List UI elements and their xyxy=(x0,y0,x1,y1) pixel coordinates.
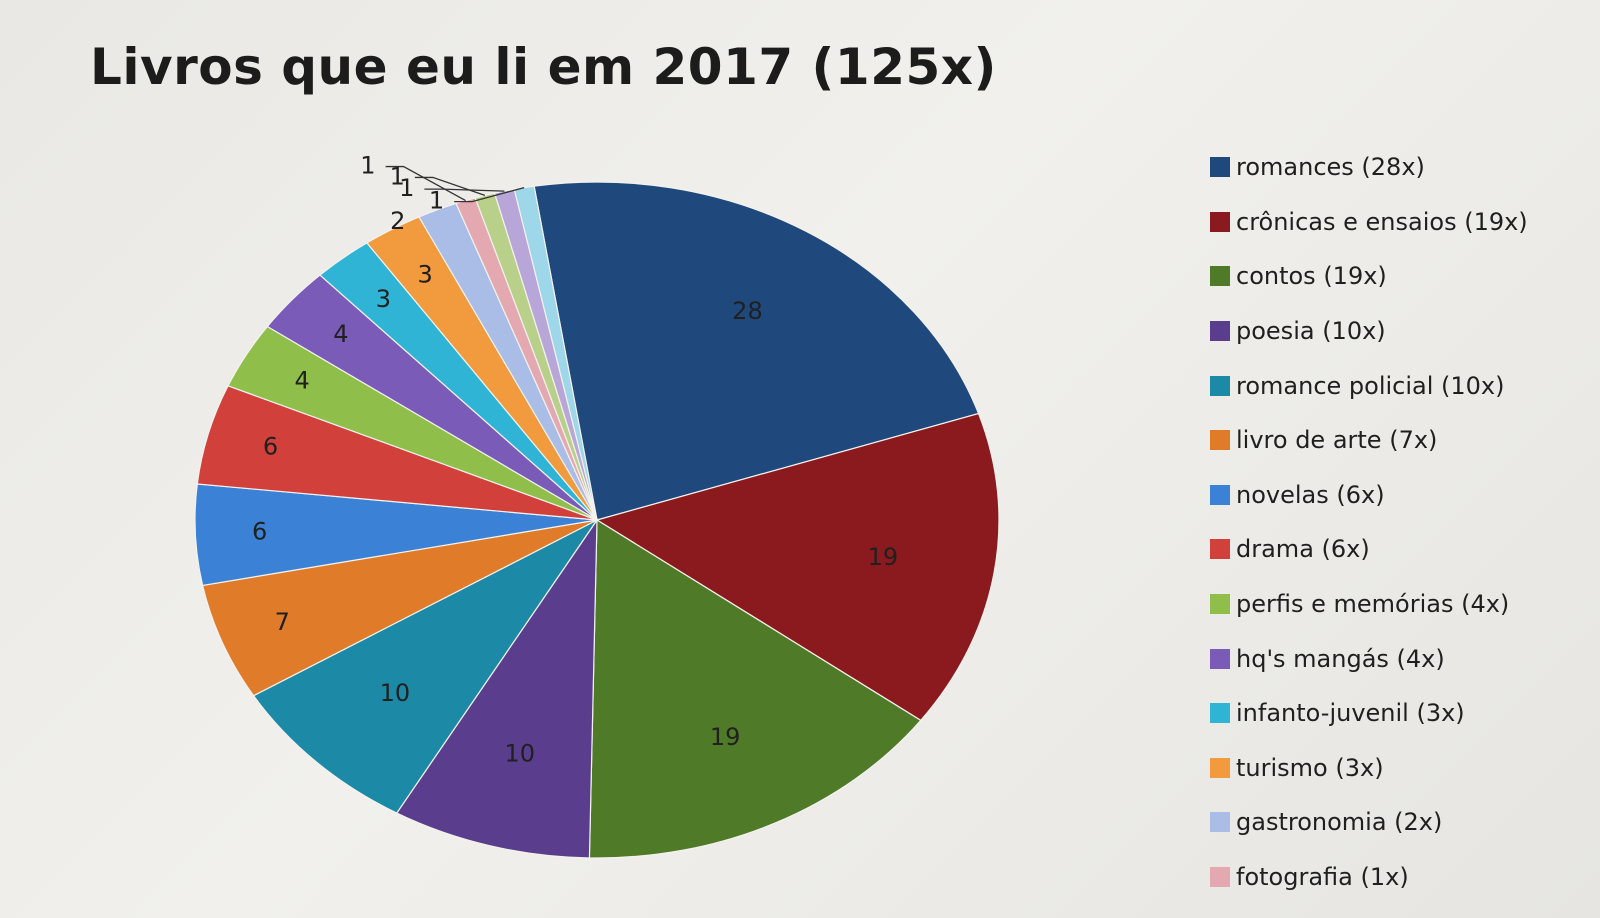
legend-entry: novelas (6x) xyxy=(1210,468,1590,523)
legend-entry: hq's mangás (4x) xyxy=(1210,631,1590,686)
legend-entry: perfis e memórias (4x) xyxy=(1210,577,1590,632)
legend-swatch xyxy=(1210,211,1230,232)
legend-label: turismo (3x) xyxy=(1236,753,1384,782)
legend-entry: turismo (3x) xyxy=(1210,741,1590,796)
legend-entry: romance policial (10x) xyxy=(1210,358,1590,413)
legend-label: infanto-juvenil (3x) xyxy=(1236,699,1465,728)
legend-swatch xyxy=(1210,539,1230,560)
slice-value-label: 19 xyxy=(868,543,899,571)
legend-label: drama (6x) xyxy=(1236,535,1370,564)
slice-leader-line xyxy=(424,188,505,192)
legend-label: poesia (10x) xyxy=(1236,317,1386,346)
slice-value-label: 28 xyxy=(732,297,763,325)
slice-value-label: 4 xyxy=(333,320,348,348)
pie-slice-2 xyxy=(595,412,1000,722)
legend-label: novelas (6x) xyxy=(1236,480,1385,509)
legend-label: gastronomia (2x) xyxy=(1236,808,1443,837)
chart-legend: romances (28x) crônicas e ensaios (19x) co… xyxy=(1210,140,1590,904)
legend-swatch xyxy=(1210,703,1230,724)
pie-slice-5 xyxy=(252,519,598,814)
legend-swatch xyxy=(1210,594,1230,615)
slice-value-label: 3 xyxy=(417,261,432,289)
slice-value-label: 6 xyxy=(263,433,278,461)
pie-slice-6 xyxy=(201,519,598,697)
legend-entry: crônicas e ensaios (19x) xyxy=(1210,195,1590,250)
pie-slice-1 xyxy=(533,181,980,521)
legend-swatch xyxy=(1210,430,1230,451)
legend-label: hq's mangás (4x) xyxy=(1236,644,1445,673)
slice-value-label: 1 xyxy=(429,187,444,215)
slice-value-label: 1 xyxy=(390,162,405,190)
legend-entry: poesia (10x) xyxy=(1210,304,1590,359)
slice-value-label: 1 xyxy=(399,174,414,202)
slice-value-label: 3 xyxy=(376,285,391,313)
chart-title: Livros que eu li em 2017 (125x) xyxy=(90,38,997,96)
legend-entry: romances (28x) xyxy=(1210,140,1590,195)
legend-swatch xyxy=(1210,321,1230,342)
slice-value-label: 10 xyxy=(504,740,535,768)
legend-label: romances (28x) xyxy=(1236,153,1425,182)
legend-entry: contos (19x) xyxy=(1210,249,1590,304)
slice-value-label: 7 xyxy=(275,608,290,636)
slice-value-label: 4 xyxy=(294,367,309,395)
legend-swatch xyxy=(1210,484,1230,505)
slice-value-label: 6 xyxy=(252,517,267,545)
slice-value-label: 2 xyxy=(390,207,405,235)
legend-label: crônicas e ensaios (19x) xyxy=(1236,207,1528,236)
pie-slice-3 xyxy=(588,518,922,859)
legend-swatch xyxy=(1210,812,1230,833)
legend-entry: drama (6x) xyxy=(1210,522,1590,577)
legend-label: contos (19x) xyxy=(1236,262,1387,291)
pie-slice-4 xyxy=(395,517,598,859)
legend-entry: fotografia (1x) xyxy=(1210,850,1590,905)
slice-leader-line xyxy=(454,186,525,203)
legend-label: romance policial (10x) xyxy=(1236,371,1505,400)
legend-swatch xyxy=(1210,648,1230,669)
slice-leader-line xyxy=(414,176,486,197)
legend-label: livro de arte (7x) xyxy=(1236,426,1438,455)
legend-swatch xyxy=(1210,266,1230,287)
legend-entry: livro de arte (7x) xyxy=(1210,413,1590,468)
legend-label: fotografia (1x) xyxy=(1236,863,1409,892)
legend-swatch xyxy=(1210,757,1230,778)
legend-swatch xyxy=(1210,375,1230,396)
legend-entry: gastronomia (2x) xyxy=(1210,795,1590,850)
legend-swatch xyxy=(1210,157,1230,178)
legend-swatch xyxy=(1210,867,1230,888)
slice-value-label: 10 xyxy=(380,679,411,707)
slice-value-label: 1 xyxy=(360,152,375,180)
legend-entry: infanto-juvenil (3x) xyxy=(1210,686,1590,741)
slice-value-label: 19 xyxy=(710,723,741,751)
legend-label: perfis e memórias (4x) xyxy=(1236,590,1510,619)
